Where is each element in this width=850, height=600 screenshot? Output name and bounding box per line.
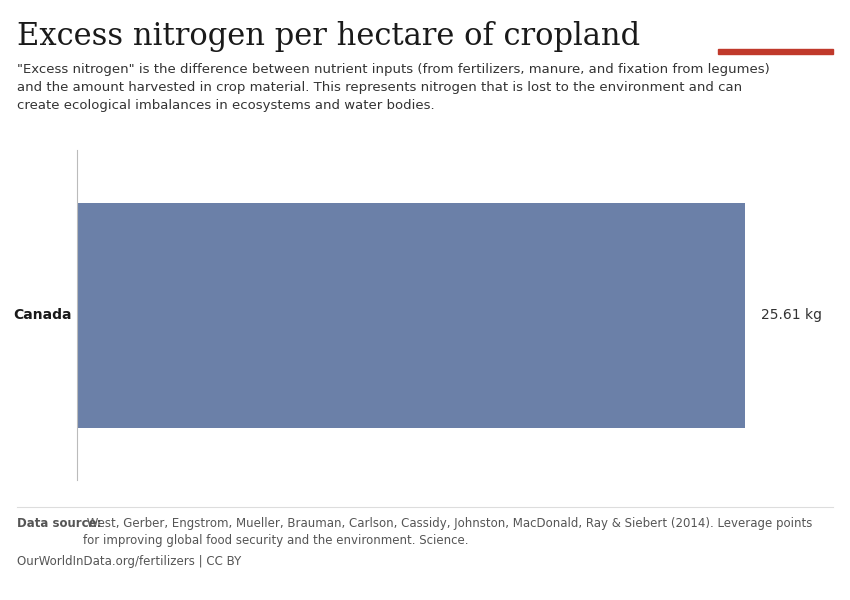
Bar bbox=[76, 202, 745, 427]
Text: Data source:: Data source: bbox=[17, 517, 101, 530]
Text: OurWorldInData.org/fertilizers | CC BY: OurWorldInData.org/fertilizers | CC BY bbox=[17, 555, 241, 568]
Text: Our World: Our World bbox=[742, 15, 809, 28]
Text: West, Gerber, Engstrom, Mueller, Brauman, Carlson, Cassidy, Johnston, MacDonald,: West, Gerber, Engstrom, Mueller, Brauman… bbox=[83, 517, 813, 547]
Text: Excess nitrogen per hectare of cropland: Excess nitrogen per hectare of cropland bbox=[17, 21, 640, 52]
Text: in Data: in Data bbox=[751, 31, 800, 43]
Text: 25.61 kg: 25.61 kg bbox=[761, 308, 822, 322]
Text: Canada: Canada bbox=[14, 308, 72, 322]
Bar bbox=[718, 49, 833, 54]
Text: "Excess nitrogen" is the difference between nutrient inputs (from fertilizers, m: "Excess nitrogen" is the difference betw… bbox=[17, 63, 770, 112]
